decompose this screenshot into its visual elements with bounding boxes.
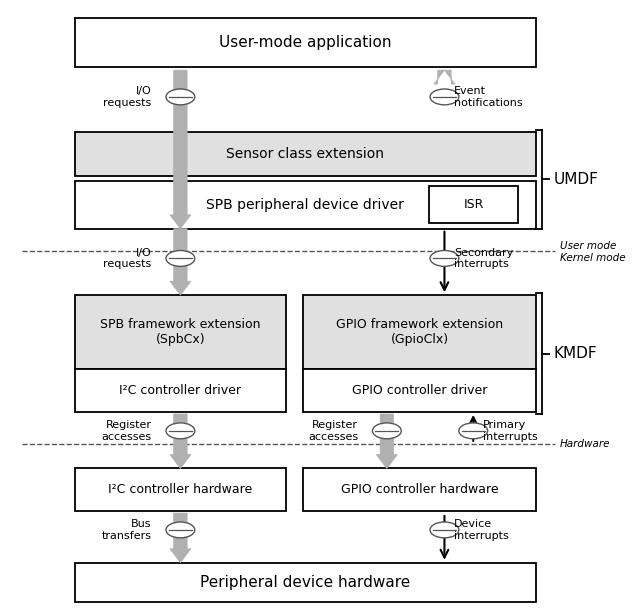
Text: Sensor class extension: Sensor class extension <box>226 147 384 161</box>
Bar <box>75 181 535 229</box>
Ellipse shape <box>430 522 459 538</box>
Bar <box>75 18 535 67</box>
Text: Kernel mode: Kernel mode <box>560 253 626 264</box>
Text: Register
accesses: Register accesses <box>308 420 358 442</box>
Text: Primary
interrupts: Primary interrupts <box>483 420 537 442</box>
Text: UMDF: UMDF <box>554 171 599 187</box>
Text: I/O
requests: I/O requests <box>104 248 151 269</box>
Text: I/O
requests: I/O requests <box>104 86 151 108</box>
Text: GPIO controller hardware: GPIO controller hardware <box>341 483 498 497</box>
Bar <box>304 370 535 412</box>
Polygon shape <box>434 70 455 84</box>
Text: SPB peripheral device driver: SPB peripheral device driver <box>206 198 404 212</box>
Bar <box>75 295 286 370</box>
Text: SPB framework extension
(SpbCx): SPB framework extension (SpbCx) <box>100 318 261 346</box>
Text: KMDF: KMDF <box>554 346 597 361</box>
Ellipse shape <box>373 423 401 439</box>
Bar <box>429 186 518 223</box>
Text: I²C controller driver: I²C controller driver <box>119 384 242 397</box>
Polygon shape <box>170 70 191 229</box>
Polygon shape <box>170 414 191 468</box>
Text: Event
notifications: Event notifications <box>454 86 523 108</box>
Text: Hardware: Hardware <box>560 439 610 449</box>
Polygon shape <box>170 229 191 295</box>
Text: User mode: User mode <box>560 240 616 251</box>
Polygon shape <box>170 513 191 562</box>
Text: Device
interrupts: Device interrupts <box>454 519 509 540</box>
Text: GPIO framework extension
(GpioClx): GPIO framework extension (GpioClx) <box>336 318 503 346</box>
Text: Bus
transfers: Bus transfers <box>102 519 151 540</box>
Text: Peripheral device hardware: Peripheral device hardware <box>200 575 410 590</box>
Bar <box>75 562 535 602</box>
Bar <box>304 468 535 511</box>
Text: GPIO controller driver: GPIO controller driver <box>352 384 487 397</box>
Polygon shape <box>376 414 397 468</box>
Ellipse shape <box>459 423 488 439</box>
Bar <box>304 295 535 370</box>
Text: I²C controller hardware: I²C controller hardware <box>108 483 252 497</box>
Ellipse shape <box>430 251 459 267</box>
Text: ISR: ISR <box>463 198 484 211</box>
Ellipse shape <box>166 89 195 105</box>
Ellipse shape <box>166 522 195 538</box>
Ellipse shape <box>166 423 195 439</box>
Text: Secondary
interrupts: Secondary interrupts <box>454 248 513 269</box>
Text: User-mode application: User-mode application <box>219 35 392 50</box>
Bar <box>75 468 286 511</box>
Text: Register
accesses: Register accesses <box>102 420 151 442</box>
Ellipse shape <box>430 89 459 105</box>
Bar <box>75 370 286 412</box>
Bar <box>75 132 535 176</box>
Ellipse shape <box>166 251 195 267</box>
